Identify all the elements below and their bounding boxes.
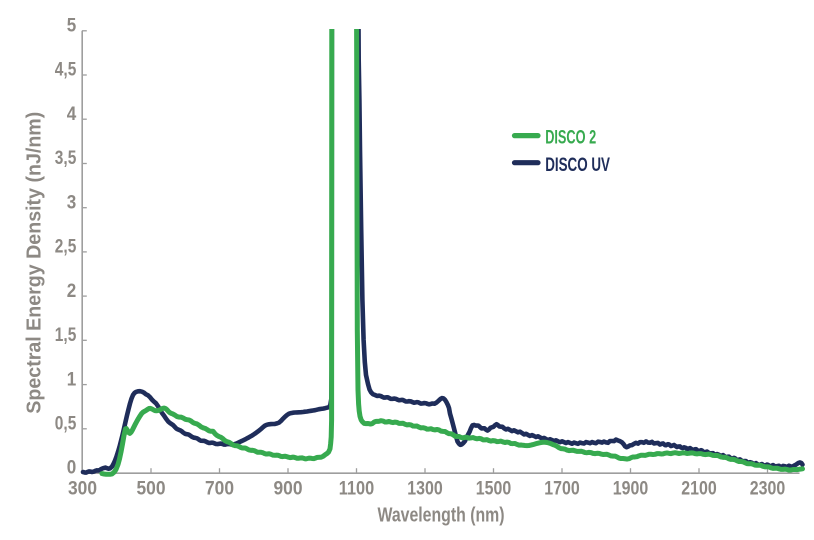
- svg-text:300: 300: [68, 479, 97, 500]
- svg-text:2100: 2100: [681, 479, 716, 500]
- svg-text:4,5: 4,5: [55, 60, 77, 81]
- svg-text:1700: 1700: [544, 479, 579, 500]
- svg-text:Wavelength (nm): Wavelength (nm): [378, 505, 505, 527]
- svg-text:700: 700: [205, 479, 234, 500]
- svg-text:0: 0: [67, 458, 77, 479]
- svg-text:2300: 2300: [750, 479, 785, 500]
- svg-text:DISCO 2: DISCO 2: [545, 127, 596, 148]
- svg-text:3: 3: [67, 192, 77, 213]
- svg-text:1100: 1100: [339, 479, 374, 500]
- svg-text:1500: 1500: [476, 479, 511, 500]
- svg-text:4: 4: [67, 104, 77, 125]
- svg-text:1,5: 1,5: [55, 325, 77, 346]
- svg-text:5: 5: [67, 16, 77, 37]
- svg-text:1: 1: [67, 369, 77, 390]
- svg-text:3,5: 3,5: [55, 148, 77, 169]
- svg-text:1300: 1300: [407, 479, 442, 500]
- svg-text:2: 2: [67, 281, 77, 302]
- svg-text:Spectral Energy Density (nJ/nm: Spectral Energy Density (nJ/nm): [24, 112, 46, 414]
- svg-text:DISCO UV: DISCO UV: [545, 155, 610, 176]
- svg-text:500: 500: [137, 479, 166, 500]
- svg-text:1900: 1900: [613, 479, 648, 500]
- svg-text:900: 900: [274, 479, 303, 500]
- svg-text:2,5: 2,5: [55, 237, 77, 258]
- svg-text:0,5: 0,5: [55, 414, 77, 435]
